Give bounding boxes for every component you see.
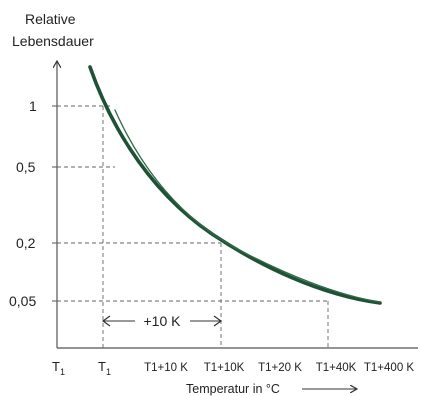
delta-label: +10 K xyxy=(144,313,182,329)
y-tick-label: 0,5 xyxy=(16,159,36,175)
curve-series-thin xyxy=(114,109,381,303)
y-tick-label: 1 xyxy=(29,98,37,114)
delta-arrowhead-left xyxy=(101,315,111,327)
x-tick-label: T1+400 K xyxy=(364,362,415,374)
delta-arrowhead-right xyxy=(213,315,223,327)
x-tick-label: T1 xyxy=(98,359,111,377)
y-tick-label: 0,05 xyxy=(9,293,36,309)
y-axis-label-line-1: Relative xyxy=(25,11,76,27)
x-tick-label: T1+20 K xyxy=(258,362,302,374)
x-ticks: T1 T1 T1+10 K T1+10K T1+20 K T1+40K T1+4… xyxy=(52,359,414,377)
curve-series-thick xyxy=(88,65,382,305)
x-axis-label: Temperatur in °C xyxy=(186,382,280,396)
guide-lines xyxy=(57,105,329,348)
x-tick-label: T1+10K xyxy=(204,362,245,374)
x-tick-label: T1+40K xyxy=(316,362,357,374)
x-tick-label: T1+10 K xyxy=(144,362,188,374)
y-axis-label-line-2: Lebensdauer xyxy=(12,33,94,49)
y-tick-label: 0,2 xyxy=(16,235,36,251)
delta-annotation: +10 K xyxy=(101,313,223,329)
y-ticks: 1 0,5 0,2 0,05 xyxy=(9,98,57,309)
x-tick-label: T1 xyxy=(52,359,65,377)
